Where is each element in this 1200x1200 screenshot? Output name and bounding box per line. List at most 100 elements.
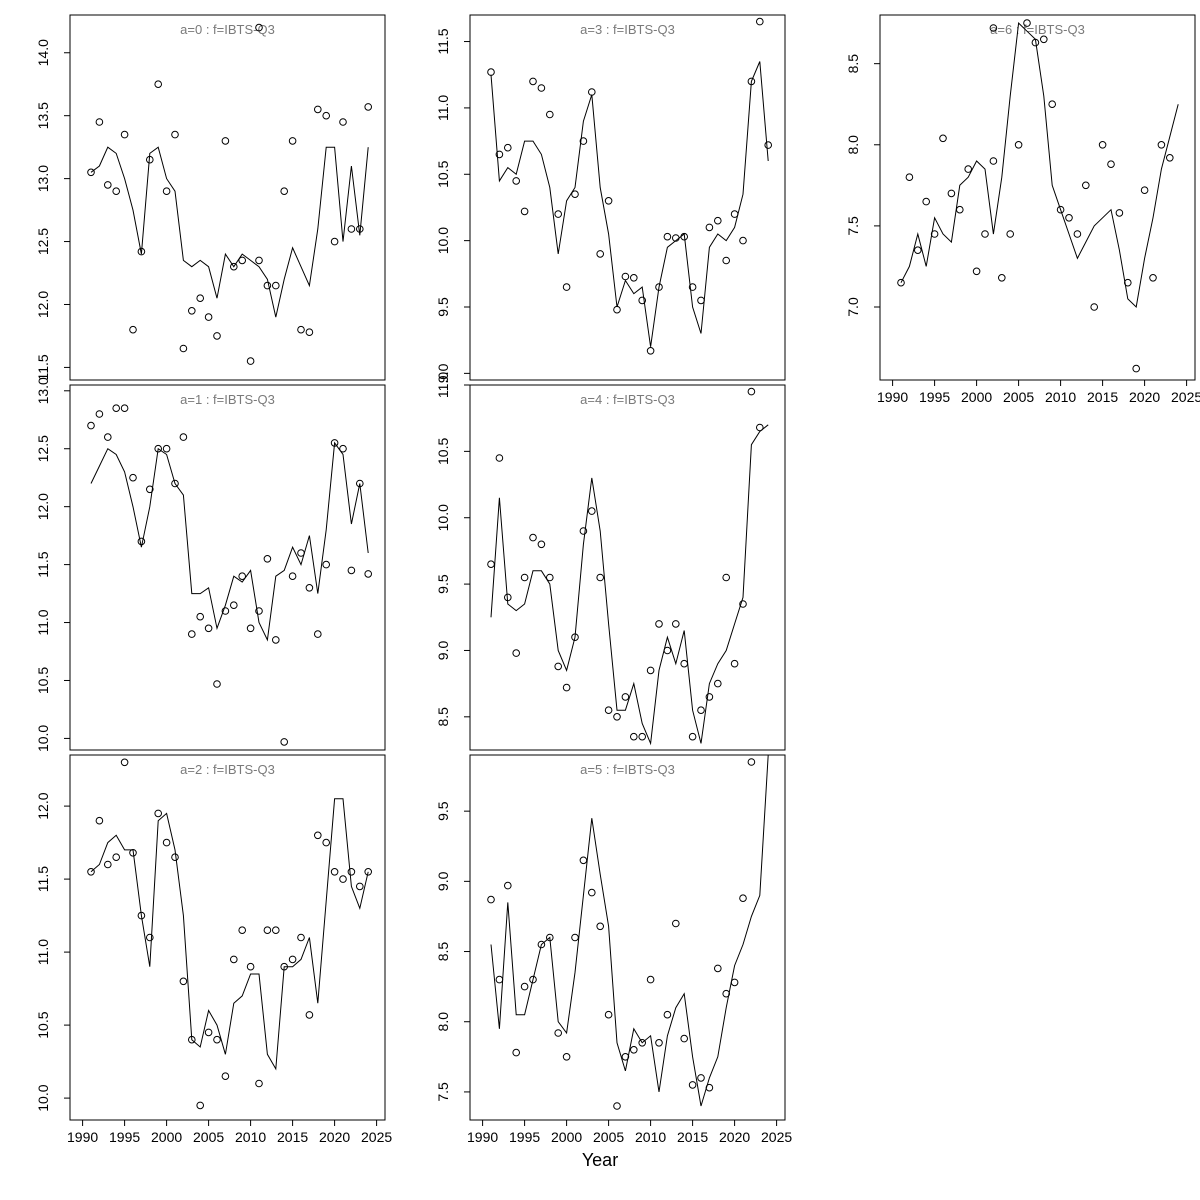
y-tick-label: 9.0 xyxy=(435,363,451,383)
y-tick-label: 8.5 xyxy=(435,942,451,962)
observation-point xyxy=(263,555,272,563)
observation-point xyxy=(655,620,663,628)
x-tick-label: 2000 xyxy=(961,389,992,405)
y-tick-label: 7.5 xyxy=(435,1082,451,1102)
observation-point xyxy=(246,357,255,365)
observation-point xyxy=(322,838,331,847)
observation-point xyxy=(697,296,705,305)
y-tick-label: 10.5 xyxy=(435,438,451,465)
observation-point xyxy=(330,868,339,876)
observation-point xyxy=(672,919,680,928)
x-tick-label: 2020 xyxy=(719,1129,750,1145)
observation-point xyxy=(722,573,731,582)
x-tick-label: 2025 xyxy=(761,1129,792,1145)
observation-point xyxy=(604,1010,613,1019)
y-tick-label: 10.0 xyxy=(435,504,451,531)
observation-point xyxy=(213,332,221,340)
observation-point xyxy=(314,630,322,638)
y-tick-label: 9.5 xyxy=(435,574,451,594)
observation-point xyxy=(663,1010,672,1019)
y-tick-label: 9.0 xyxy=(435,871,451,891)
observation-point xyxy=(179,433,188,441)
observation-point xyxy=(1132,364,1140,373)
observation-point xyxy=(1115,209,1124,217)
observation-point xyxy=(520,573,529,582)
observation-point xyxy=(146,485,154,494)
observation-point xyxy=(730,659,739,668)
observation-point xyxy=(87,421,95,430)
observation-point xyxy=(112,853,120,862)
observation-point xyxy=(562,1053,571,1061)
observation-point xyxy=(638,1039,647,1047)
observation-point xyxy=(171,479,179,488)
observation-point xyxy=(596,922,605,931)
observation-point xyxy=(171,853,179,862)
x-tick-label: 1995 xyxy=(509,1129,540,1145)
observation-point xyxy=(579,856,588,865)
observation-point xyxy=(364,103,373,111)
y-tick-label: 9.5 xyxy=(435,297,451,317)
observation-point xyxy=(129,473,137,482)
observation-point xyxy=(305,328,314,337)
observation-point xyxy=(112,404,120,413)
observation-point xyxy=(646,666,655,675)
observation-point xyxy=(204,624,213,633)
y-tick-label: 10.0 xyxy=(35,725,51,752)
x-tick-label: 2010 xyxy=(235,1129,266,1145)
observation-point xyxy=(263,281,272,290)
observation-point xyxy=(495,150,504,159)
x-tick-label: 2020 xyxy=(319,1129,350,1145)
observation-point xyxy=(1023,19,1031,27)
observation-point xyxy=(1082,181,1090,190)
observation-point xyxy=(922,197,931,206)
observation-point xyxy=(280,738,289,746)
observation-point xyxy=(221,1072,230,1080)
observation-point xyxy=(588,888,596,897)
observation-point xyxy=(297,933,305,942)
observation-point xyxy=(112,187,120,195)
panel-border xyxy=(469,754,786,1121)
observation-point xyxy=(1090,303,1098,311)
observation-point xyxy=(630,274,638,282)
observation-point xyxy=(171,130,179,139)
observation-point xyxy=(120,758,129,767)
observation-point xyxy=(179,344,188,353)
y-tick-label: 12.0 xyxy=(35,792,51,819)
observation-point xyxy=(571,933,579,942)
panel-title: a=0 : f=IBTS-Q3 xyxy=(180,22,275,37)
observation-point xyxy=(1166,154,1174,162)
panel-title: a=5 : f=IBTS-Q3 xyxy=(580,762,675,777)
panel-title: a=4 : f=IBTS-Q3 xyxy=(580,392,675,407)
observation-point xyxy=(288,572,297,581)
observation-point xyxy=(655,1039,663,1047)
observation-point xyxy=(204,1028,213,1037)
observation-point xyxy=(1040,35,1048,44)
y-tick-label: 11.0 xyxy=(435,95,451,121)
observation-point xyxy=(688,1081,697,1089)
observation-point xyxy=(238,572,246,581)
observation-point xyxy=(747,387,756,396)
observation-point xyxy=(364,868,373,876)
observation-point xyxy=(272,636,280,644)
observation-point xyxy=(196,294,204,303)
observation-point xyxy=(95,118,104,126)
observation-point xyxy=(213,1035,221,1044)
x-tick-label: 2005 xyxy=(1003,389,1034,405)
observation-point xyxy=(288,137,297,145)
observation-point xyxy=(330,237,339,246)
observation-point xyxy=(322,111,331,120)
observation-point xyxy=(314,105,322,114)
x-tick-label: 2010 xyxy=(1045,389,1076,405)
observation-point xyxy=(314,831,322,840)
observation-point xyxy=(588,88,596,96)
observation-point xyxy=(188,630,196,638)
observation-point xyxy=(1048,100,1056,108)
observation-point xyxy=(297,325,305,334)
observation-point xyxy=(981,230,989,238)
y-tick-label: 8.0 xyxy=(845,135,861,155)
observation-point xyxy=(1006,230,1015,238)
observation-point xyxy=(162,187,171,195)
observation-point xyxy=(288,955,297,964)
observation-point xyxy=(638,732,647,741)
x-tick-label: 2000 xyxy=(551,1129,582,1145)
